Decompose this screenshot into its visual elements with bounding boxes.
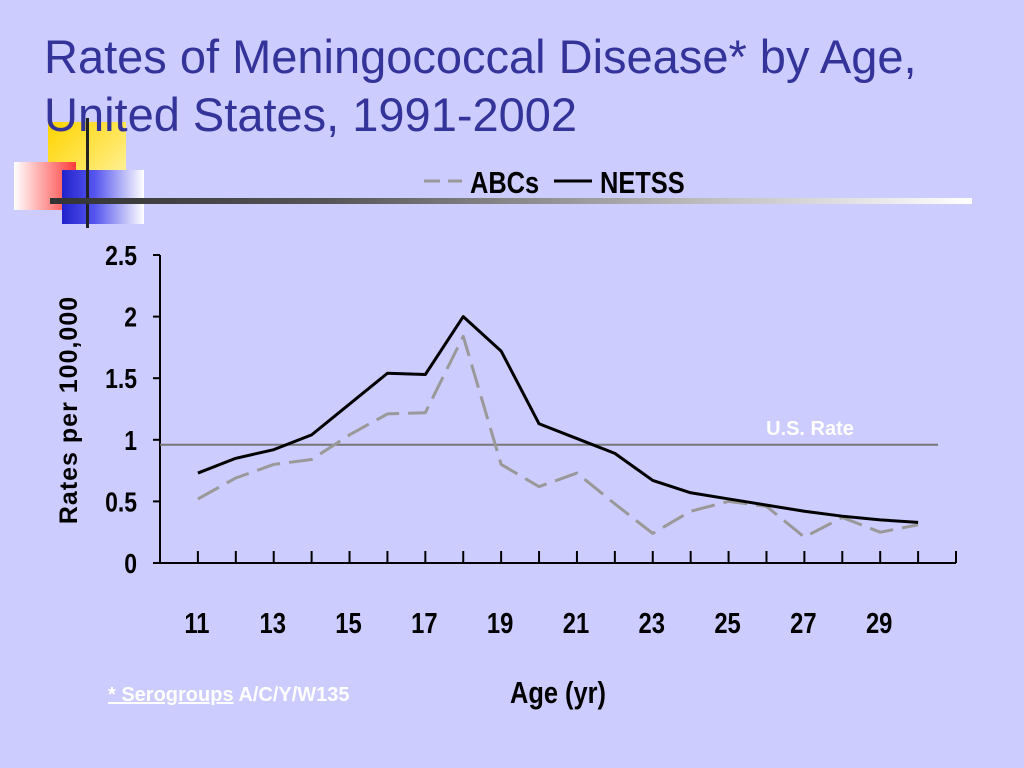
x-tick-label: 27	[790, 607, 816, 640]
y-axis-label: Rates per 100,000	[55, 296, 83, 524]
decor-vertical-line	[86, 118, 89, 228]
legend-label-abcs: ABCs	[470, 166, 539, 201]
y-tick-label: 2	[124, 303, 137, 334]
plot-area: 0 0.5 1 1.5 2 2.5 11 13 15 17 19 21 23 25 27 29 Age (yr)…	[55, 241, 957, 711]
chart-legend: ABCs NETSS	[424, 166, 685, 201]
x-tick-label: 25	[714, 607, 740, 640]
y-tick-label: 0.5	[105, 487, 137, 518]
legend-label-netss: NETSS	[600, 166, 685, 201]
x-tick-label: 23	[639, 607, 665, 640]
y-tick-label: 2.5	[105, 241, 137, 272]
x-tick-label: 29	[866, 607, 892, 640]
x-tick-label: 17	[411, 607, 437, 640]
footnote: * Serogroups A/C/Y/W135	[108, 684, 350, 707]
series-line-netss	[197, 315, 919, 524]
title-underline-rule	[50, 198, 972, 204]
footnote-serogroups: * Serogroups	[108, 684, 234, 706]
footnote-serogroup-list: A/C/Y/W135	[233, 684, 350, 706]
x-axis-label: Age (yr)	[510, 676, 606, 711]
y-tick-label: 1	[124, 426, 137, 457]
slide-title: Rates of Meningococcal Disease* by Age, …	[44, 28, 1004, 144]
us-rate-label: U.S. Rate	[766, 418, 854, 440]
x-tick-label: 13	[259, 607, 285, 640]
title-line-1: Rates of Meningococcal Disease* by Age,	[44, 30, 917, 83]
series-line-abcs	[197, 334, 919, 539]
y-tick-label: 1.5	[105, 364, 137, 395]
x-tick-label: 21	[563, 607, 589, 640]
decor-blue-square	[62, 170, 144, 224]
x-tick-label: 19	[487, 607, 513, 640]
x-tick-label: 11	[184, 607, 209, 640]
title-line-2: United States, 1991-2002	[44, 88, 578, 141]
x-tick-label: 15	[335, 607, 361, 640]
y-tick-label: 0	[124, 549, 137, 580]
